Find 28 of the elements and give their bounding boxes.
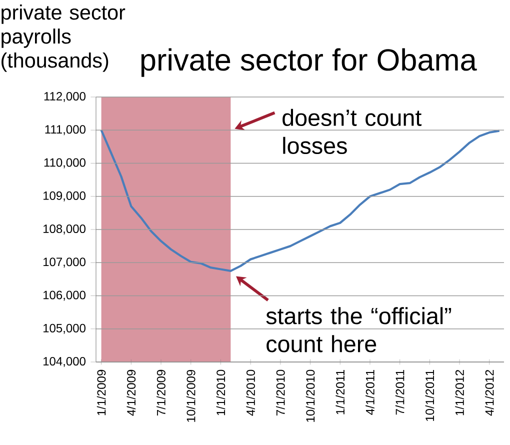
y-tick-label: 112,000 xyxy=(44,92,86,102)
x-tick-label: 4/1/2012 xyxy=(484,370,494,416)
annotation: starts the “official” count here xyxy=(266,307,452,352)
x-tick-label: 4/1/2010 xyxy=(246,370,255,416)
x-tick-label: 7/1/2011 xyxy=(395,370,404,415)
x-tick-label: 4/1/2009 xyxy=(126,370,136,416)
x-tick-label: 10/1/2009 xyxy=(186,370,196,422)
x-tick-label: 1/1/2010 xyxy=(216,370,226,416)
annotation: doesn’t count losses xyxy=(282,108,422,154)
y-tick-label: 111,000 xyxy=(45,125,86,136)
y-tick-label: 110,000 xyxy=(44,158,86,168)
y-tick-label: 108,000 xyxy=(44,224,86,234)
x-tick-label: 7/1/2010 xyxy=(276,370,285,416)
x-tick-label: 7/1/2009 xyxy=(156,370,166,416)
line-series xyxy=(100,129,500,272)
x-tick-label: 10/1/2011 xyxy=(425,370,434,421)
y-tick-label: 109,000 xyxy=(44,191,86,202)
x-tick-label: 1/1/2009 xyxy=(96,370,106,416)
y-tick-label: 107,000 xyxy=(44,258,86,268)
x-tick-label: 4/1/2011 xyxy=(366,370,374,415)
y-tick-label: 104,000 xyxy=(44,357,86,367)
x-tick-label: 10/1/2010 xyxy=(306,370,315,422)
x-tick-label: 1/1/2012 xyxy=(455,370,464,416)
x-tick-label: 1/1/2011 xyxy=(336,370,345,414)
chart-title: private sector for Obama xyxy=(141,48,477,77)
y-axis-title: private sector payrolls (thousands) xyxy=(2,4,126,72)
y-tick-label: 105,000 xyxy=(44,324,86,334)
y-tick-label: 106,000 xyxy=(44,290,86,301)
